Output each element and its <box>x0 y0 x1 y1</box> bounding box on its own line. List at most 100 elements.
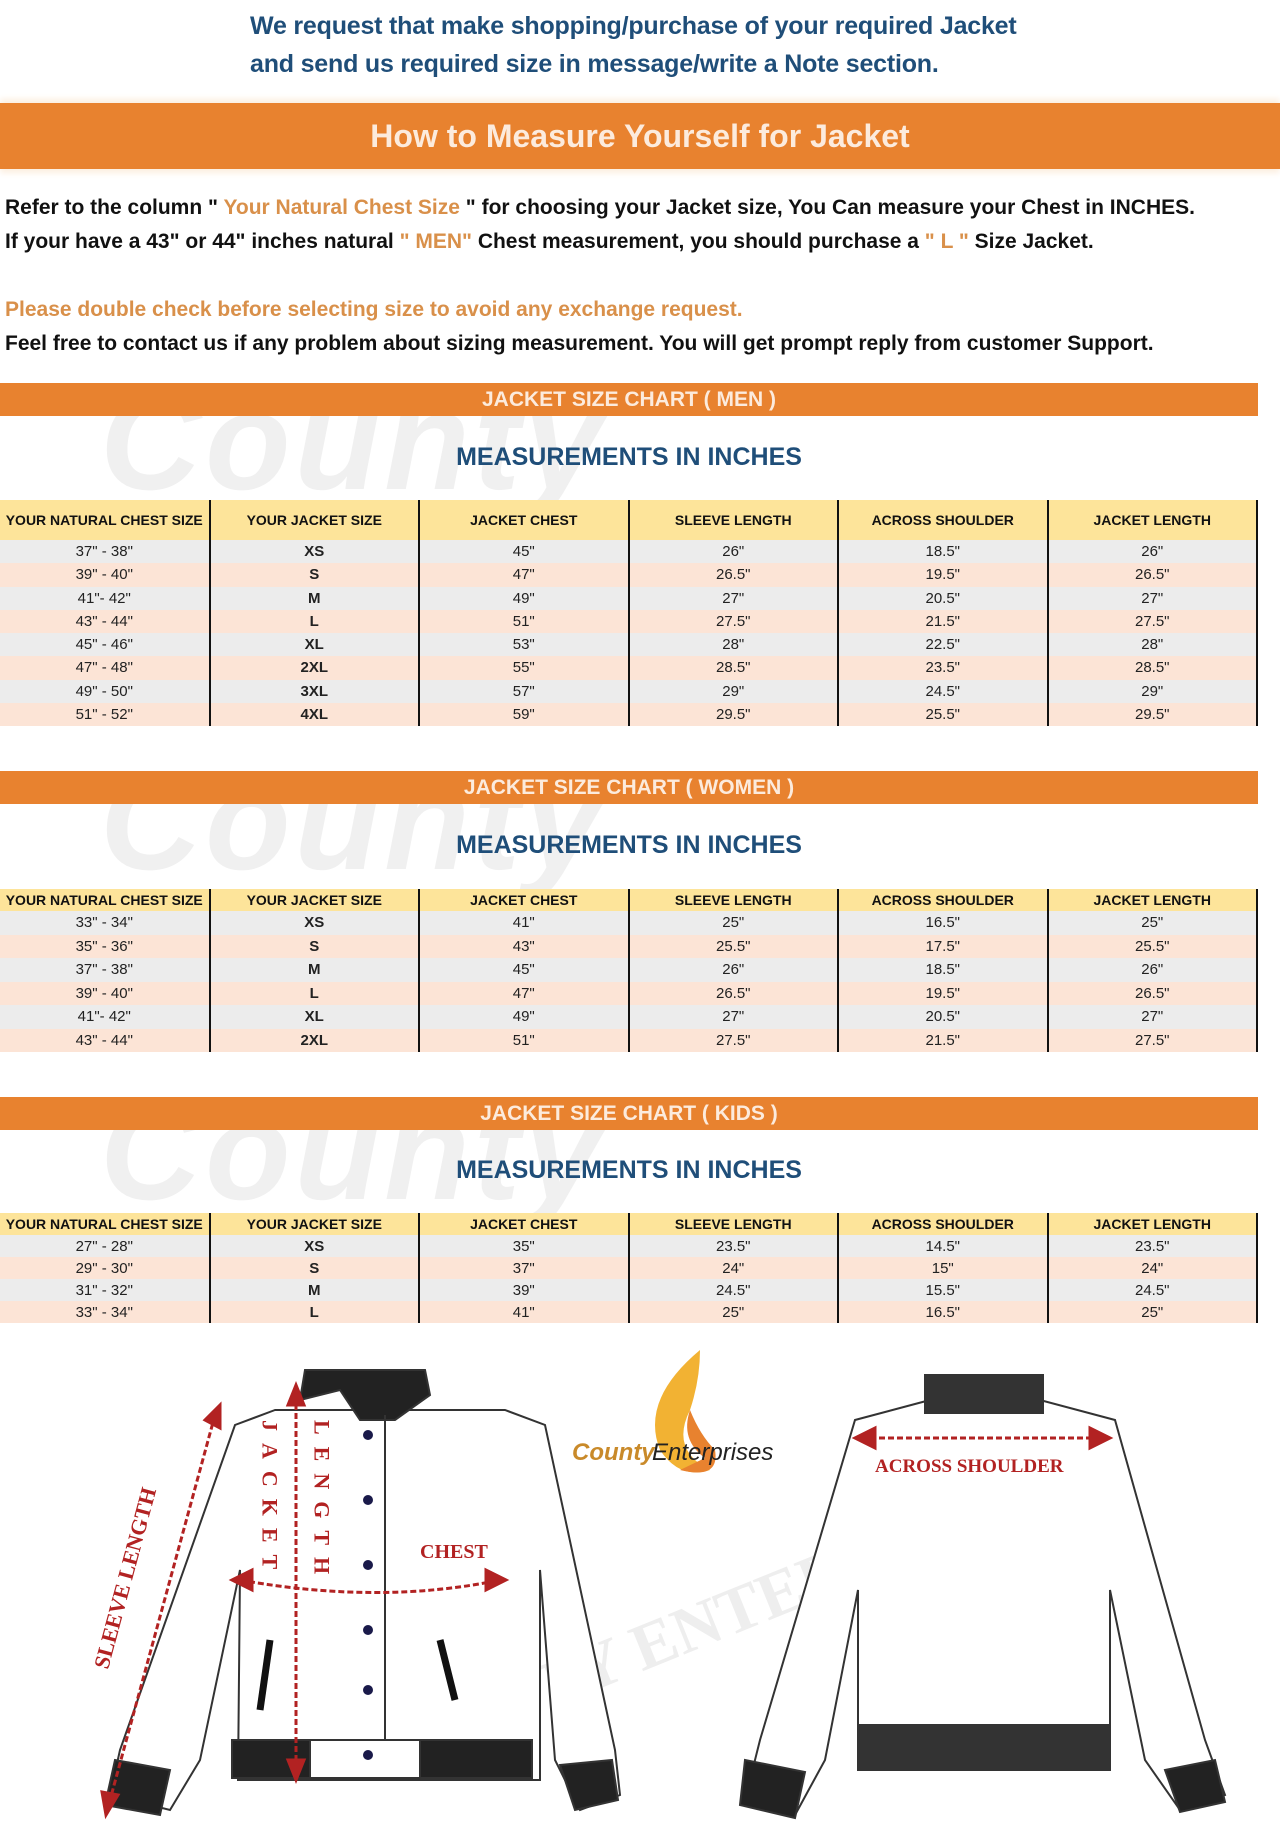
table-cell: 26" <box>1047 958 1258 982</box>
table-cell: 20.5" <box>838 586 1049 610</box>
table-cell: 47" <box>419 563 630 587</box>
jacket-size-cell: L <box>209 981 420 1005</box>
table-cell: 27.5" <box>1047 609 1258 633</box>
table-cell: 25.5" <box>628 934 839 958</box>
table-cell: 27" <box>628 586 839 610</box>
table-cell: 39" <box>419 1279 630 1301</box>
across-shoulder-arrow <box>851 1425 1114 1451</box>
kids-measurements-label: MEASUREMENTS IN INCHES <box>456 1156 802 1184</box>
jacket-size-cell: M <box>209 958 420 982</box>
column-header: JACKET CHEST <box>419 500 630 540</box>
column-header: YOUR JACKET SIZE <box>209 500 420 540</box>
table-row: 41"- 42" M 49" 27" 20.5" 27" <box>0 586 1258 610</box>
jacket-size-cell: L <box>209 1301 420 1323</box>
men-chart-banner: JACKET SIZE CHART ( MEN ) <box>0 383 1258 416</box>
watermark: County <box>100 742 607 899</box>
table-cell: 51" <box>419 1028 630 1052</box>
table-row: 35" - 36" S 43" 25.5" 17.5" 25.5" <box>0 934 1258 958</box>
jacket-size-cell: S <box>209 1257 420 1279</box>
table-cell: 27.5" <box>628 1028 839 1052</box>
text: Refer to the column " <box>5 196 218 219</box>
jacket-size-cell: 2XL <box>209 656 420 680</box>
table-cell: 45" <box>419 540 630 564</box>
table-cell: 24.5" <box>628 1279 839 1301</box>
table-cell: 28" <box>1047 633 1258 657</box>
kids-chart-banner: JACKET SIZE CHART ( KIDS ) <box>0 1097 1258 1130</box>
instruction-line-1: Refer to the column " Your Natural Chest… <box>5 196 1195 220</box>
instruction-line-2: If your have a 43" or 44" inches natural… <box>5 230 1094 254</box>
length-vertical-label: LENGTH <box>310 1420 335 1586</box>
table-cell: 24.5" <box>1047 1279 1258 1301</box>
column-header: JACKET LENGTH <box>1047 500 1258 540</box>
table-row: 33" - 34" XS 41" 25" 16.5" 25" <box>0 911 1258 935</box>
table-cell: 26.5" <box>628 563 839 587</box>
table-cell: 41"- 42" <box>0 1005 211 1029</box>
jacket-size-cell: 4XL <box>209 702 420 726</box>
table-cell: 17.5" <box>838 934 1049 958</box>
table-cell: 19.5" <box>838 981 1049 1005</box>
jacket-size-cell: XS <box>209 911 420 935</box>
column-header: ACROSS SHOULDER <box>838 1213 1049 1235</box>
warning-text: Please double check before selecting siz… <box>5 298 743 321</box>
table-cell: 23.5" <box>1047 1235 1258 1257</box>
table-cell: 49" - 50" <box>0 679 211 703</box>
table-cell: 37" <box>419 1257 630 1279</box>
table-cell: 41" <box>419 1301 630 1323</box>
table-cell: 19.5" <box>838 563 1049 587</box>
table-cell: 25.5" <box>838 702 1049 726</box>
jacket-size-cell: XS <box>209 540 420 564</box>
highlight-chest-size: Your Natural Chest Size <box>217 196 466 219</box>
jacket-size-cell: XL <box>209 633 420 657</box>
table-cell: 37" - 38" <box>0 958 211 982</box>
table-cell: 33" - 34" <box>0 1301 211 1323</box>
table-cell: 33" - 34" <box>0 911 211 935</box>
table-cell: 29" <box>1047 679 1258 703</box>
table-cell: 18.5" <box>838 958 1049 982</box>
column-header: JACKET CHEST <box>419 889 630 911</box>
table-cell: 57" <box>419 679 630 703</box>
table-cell: 43" <box>419 934 630 958</box>
table-cell: 26" <box>628 958 839 982</box>
table-header-row: YOUR NATURAL CHEST SIZE YOUR JACKET SIZE J… <box>0 500 1258 540</box>
front-jacket-drawing <box>103 1369 622 1817</box>
jacket-size-cell: S <box>209 563 420 587</box>
table-cell: 22.5" <box>838 633 1049 657</box>
column-header: SLEEVE LENGTH <box>628 1213 839 1235</box>
men-measurements-label: MEASUREMENTS IN INCHES <box>456 443 802 471</box>
jacket-size-cell: S <box>209 934 420 958</box>
county-enterprises-logo: County Enterprises <box>572 1350 773 1473</box>
column-header: SLEEVE LENGTH <box>628 500 839 540</box>
table-row: 39" - 40" L 47" 26.5" 19.5" 26.5" <box>0 981 1258 1005</box>
table-cell: 29" <box>628 679 839 703</box>
table-cell: 24" <box>1047 1257 1258 1279</box>
table-row: 43" - 44" 2XL 51" 27.5" 21.5" 27.5" <box>0 1028 1258 1052</box>
table-cell: 51" <box>419 609 630 633</box>
table-cell: 28" <box>628 633 839 657</box>
table-cell: 24" <box>628 1257 839 1279</box>
column-header: YOUR JACKET SIZE <box>209 889 420 911</box>
table-cell: 39" - 40" <box>0 563 211 587</box>
men-size-table: YOUR NATURAL CHEST SIZE YOUR JACKET SIZE J… <box>0 500 1258 726</box>
column-header: YOUR NATURAL CHEST SIZE <box>0 500 211 540</box>
table-cell: 15" <box>838 1257 1049 1279</box>
request-line-1: We request that make shopping/purchase o… <box>250 12 1017 40</box>
column-header: YOUR NATURAL CHEST SIZE <box>0 889 211 911</box>
table-cell: 55" <box>419 656 630 680</box>
table-cell: 49" <box>419 1005 630 1029</box>
table-cell: 27.5" <box>628 609 839 633</box>
jacket-vertical-label: JACKET <box>258 1420 283 1581</box>
jacket-size-cell: 2XL <box>209 1028 420 1052</box>
jacket-size-cell: XS <box>209 1235 420 1257</box>
highlight-l: " L " <box>924 230 969 253</box>
table-row: 43" - 44" L 51" 27.5" 21.5" 27.5" <box>0 609 1258 633</box>
table-cell: 14.5" <box>838 1235 1049 1257</box>
column-header: SLEEVE LENGTH <box>628 889 839 911</box>
table-cell: 41" <box>419 911 630 935</box>
table-cell: 29.5" <box>1047 702 1258 726</box>
table-cell: 35" <box>419 1235 630 1257</box>
table-cell: 27" <box>1047 1005 1258 1029</box>
table-cell: 45" <box>419 958 630 982</box>
table-cell: 28.5" <box>1047 656 1258 680</box>
table-cell: 25.5" <box>1047 934 1258 958</box>
table-cell: 21.5" <box>838 1028 1049 1052</box>
